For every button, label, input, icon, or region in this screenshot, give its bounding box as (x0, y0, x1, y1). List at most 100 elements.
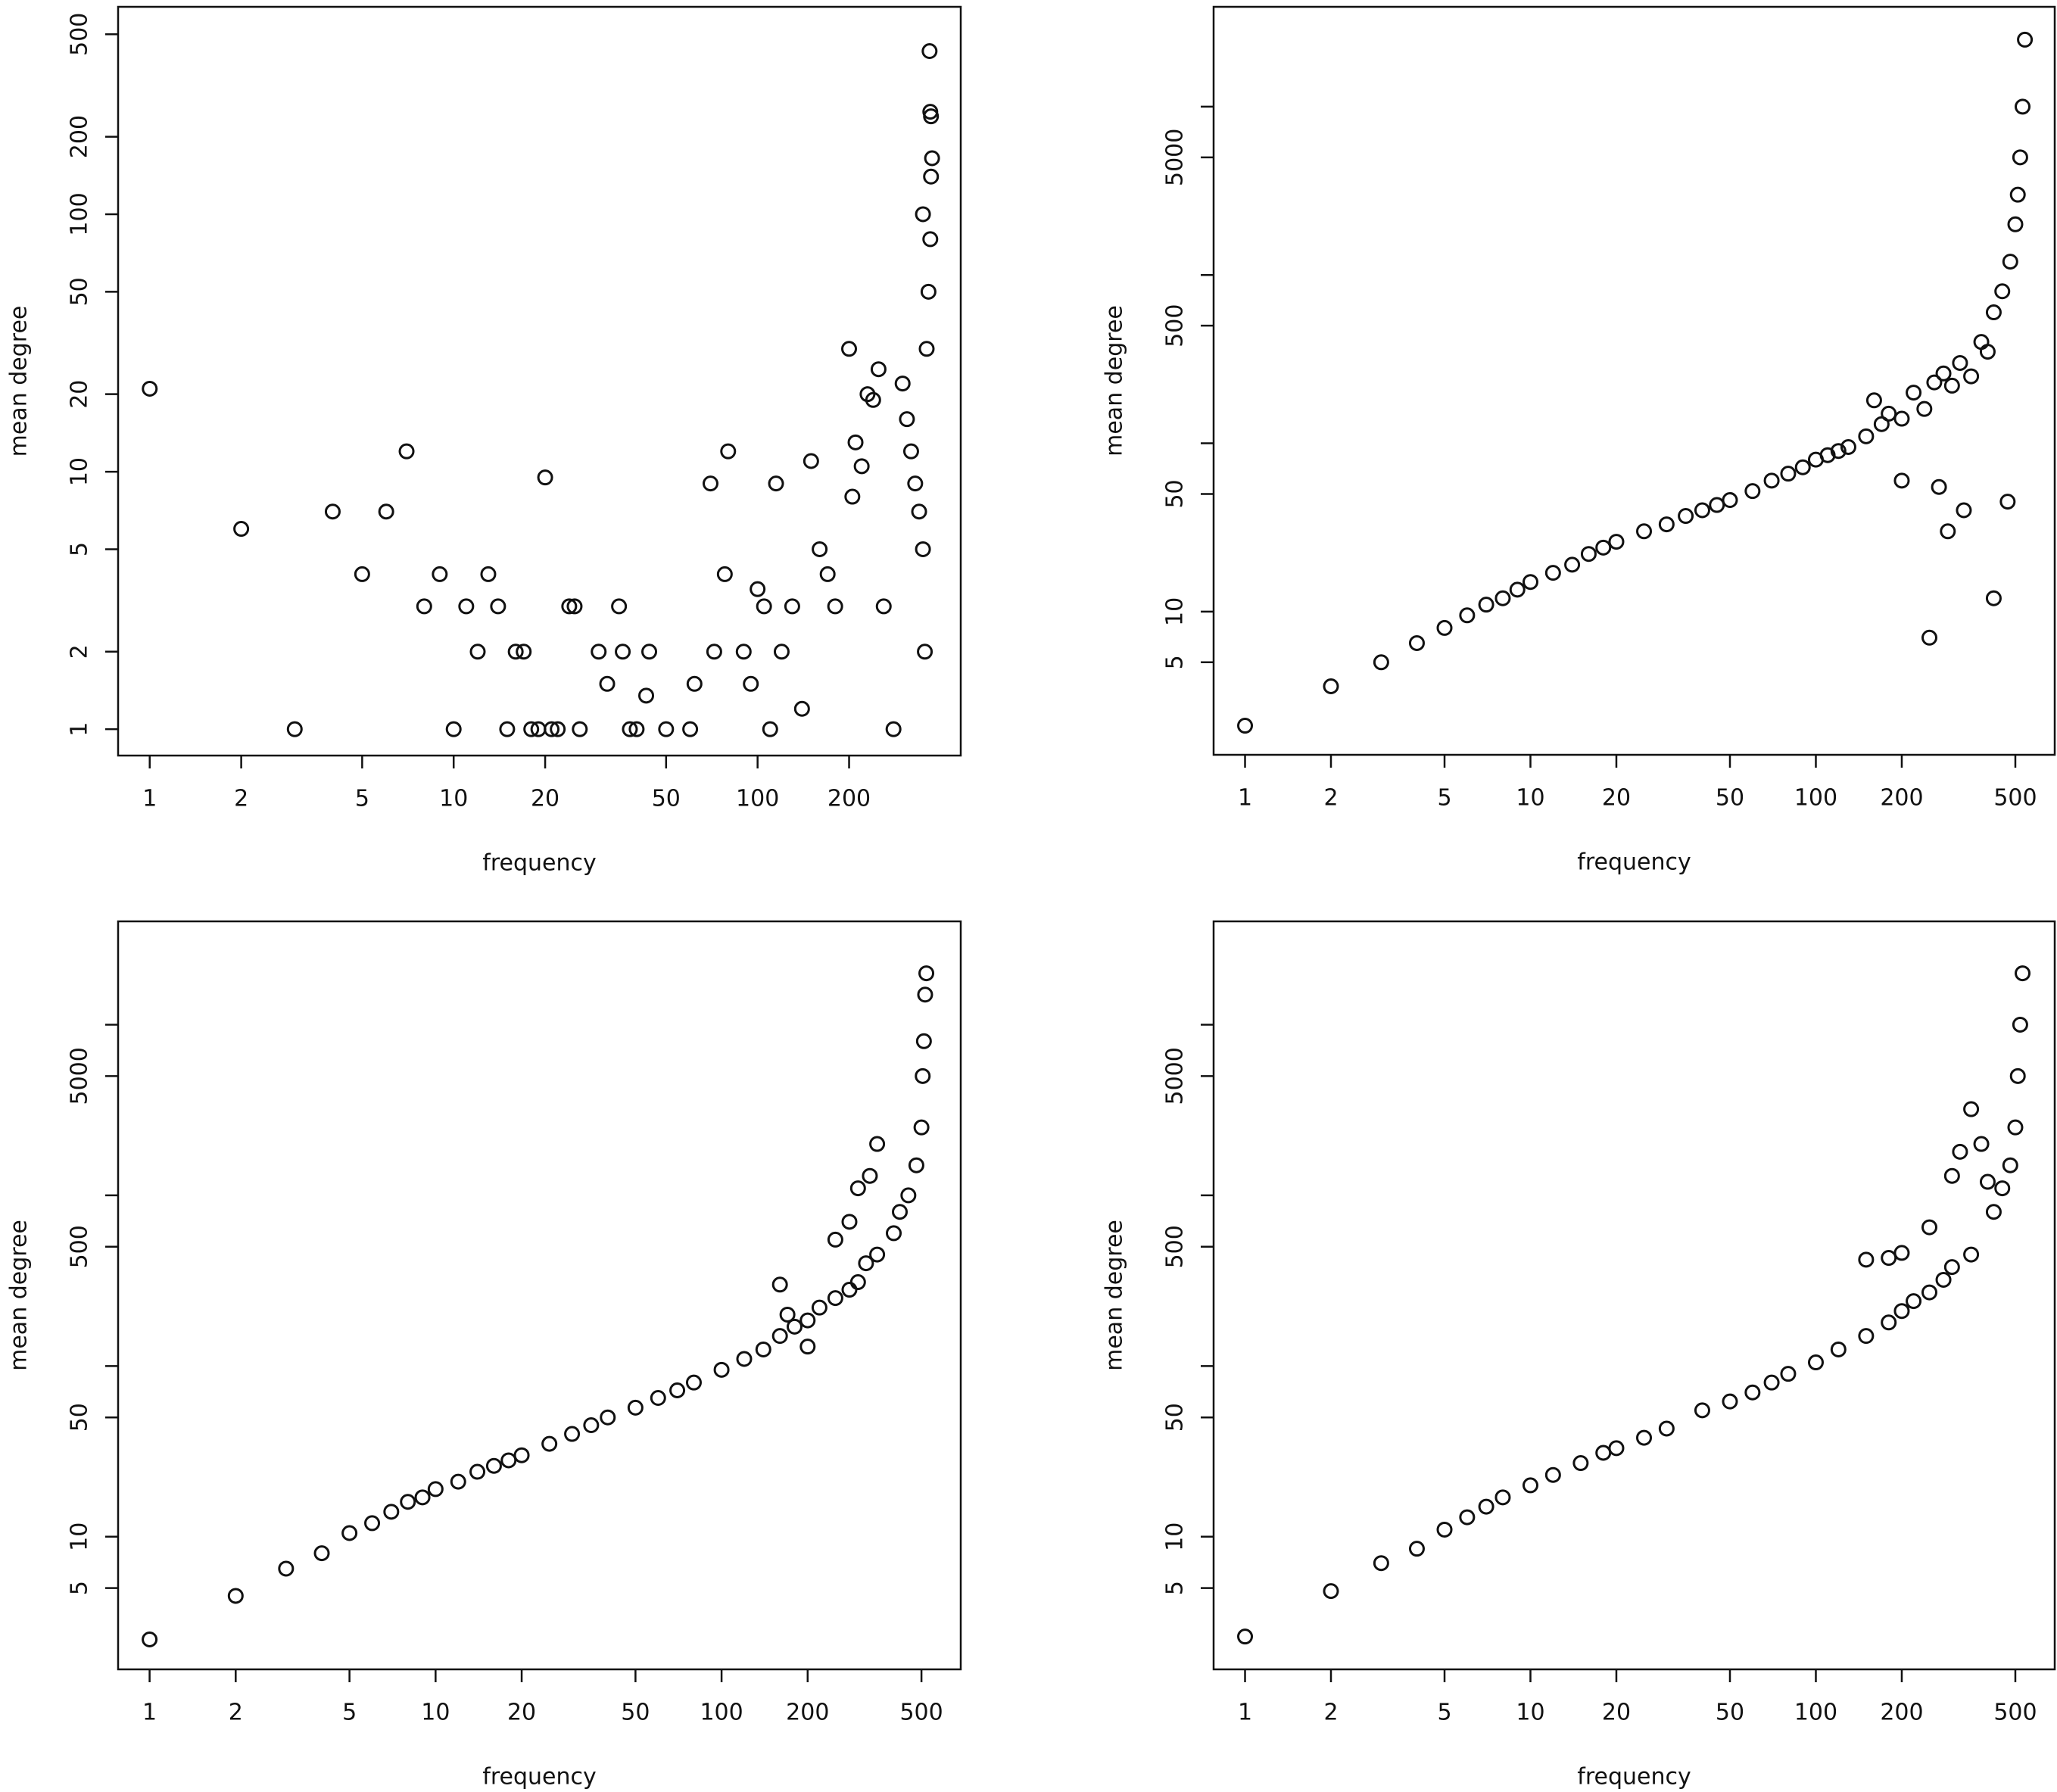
point (1323, 1583, 1339, 1600)
point (480, 566, 497, 582)
point (313, 1545, 330, 1562)
point (233, 521, 250, 538)
point (762, 721, 778, 737)
point (915, 1033, 932, 1049)
plot-frame (1212, 920, 2056, 1671)
point (490, 598, 506, 615)
x-tick-label: 20 (1602, 785, 1631, 812)
point (1408, 634, 1425, 651)
point (1893, 472, 1910, 489)
y-tick-label: 10 (67, 457, 93, 486)
point (286, 721, 303, 737)
point (500, 1452, 517, 1469)
point (1973, 334, 1990, 351)
x-tick-label: 200 (786, 1700, 829, 1726)
point (566, 598, 583, 615)
y-axis-label: mean degree (6, 306, 33, 457)
point (841, 1282, 858, 1298)
x-tick-label: 50 (1716, 1700, 1744, 1726)
point (383, 1504, 400, 1520)
point (513, 1447, 530, 1463)
point (920, 283, 937, 300)
x-tick-label: 2 (1323, 785, 1338, 812)
point (819, 566, 836, 582)
point (1722, 1393, 1738, 1410)
point (1994, 1180, 2011, 1197)
point (1709, 497, 1725, 513)
point (900, 1187, 917, 1204)
point (1985, 1204, 2002, 1220)
x-axis-label: frequency (482, 850, 596, 877)
point (706, 644, 722, 660)
point (622, 721, 638, 737)
point (1478, 597, 1494, 613)
point (1943, 1167, 1960, 1184)
y-tick-label: 500 (1162, 1225, 1189, 1268)
x-tick-label: 5 (355, 786, 369, 812)
x-tick-label: 20 (1602, 1700, 1631, 1726)
point (2009, 1067, 2026, 1084)
point (485, 1457, 502, 1474)
point (686, 675, 703, 692)
point (1921, 629, 1937, 646)
y-tick-label: 5000 (1162, 129, 1189, 186)
x-tick-label: 2 (234, 786, 248, 812)
point (1794, 459, 1811, 475)
point (1807, 1354, 1824, 1371)
point (844, 488, 861, 505)
point (564, 1426, 581, 1442)
y-tick-label: 500 (67, 1225, 93, 1268)
y-tick-label: 5 (1162, 655, 1189, 669)
x-axis-label: frequency (1577, 849, 1691, 876)
point (787, 1318, 803, 1335)
point (1943, 1259, 1960, 1276)
point (811, 1299, 827, 1316)
point (1237, 718, 1254, 734)
x-tick-label: 5 (1437, 1700, 1451, 1726)
point (1893, 410, 1910, 427)
x-tick-label: 1 (142, 1700, 157, 1726)
point (1921, 1284, 1937, 1301)
point (911, 503, 927, 520)
y-axis-label: mean degree (1102, 305, 1128, 457)
y-tick-label: 50 (67, 1403, 93, 1432)
point (1979, 344, 1996, 360)
point (615, 644, 631, 660)
point (922, 231, 939, 248)
y-tick-label: 500 (1162, 304, 1189, 347)
point (1994, 283, 2011, 300)
point (743, 675, 759, 692)
point (921, 43, 938, 60)
point (736, 1351, 753, 1367)
point (561, 598, 578, 615)
point (669, 1382, 686, 1398)
point (1873, 416, 1890, 432)
point (658, 721, 675, 737)
x-tick-label: 1 (1238, 1700, 1252, 1726)
point (1931, 478, 1947, 495)
point (1564, 556, 1581, 573)
point (793, 700, 810, 717)
point (1373, 654, 1389, 671)
point (599, 675, 616, 692)
point (600, 1409, 616, 1426)
point (1935, 365, 1952, 382)
x-tick-label: 200 (1880, 785, 1923, 812)
point (1985, 304, 2002, 321)
point (1830, 1341, 1847, 1357)
point (1893, 1303, 1910, 1320)
point (1459, 607, 1476, 624)
x-tick-label: 5 (342, 1700, 357, 1726)
y-tick-label: 5 (67, 542, 93, 556)
point (908, 1157, 924, 1173)
x-tick-label: 2 (1323, 1700, 1338, 1726)
point (869, 1246, 886, 1263)
point (771, 1276, 788, 1293)
y-tick-label: 1 (67, 722, 93, 737)
x-tick-label: 10 (421, 1700, 450, 1726)
point (507, 644, 524, 660)
point (1373, 1555, 1389, 1572)
point (1881, 405, 1897, 422)
x-tick-label: 20 (507, 1700, 536, 1726)
point (1678, 508, 1694, 525)
